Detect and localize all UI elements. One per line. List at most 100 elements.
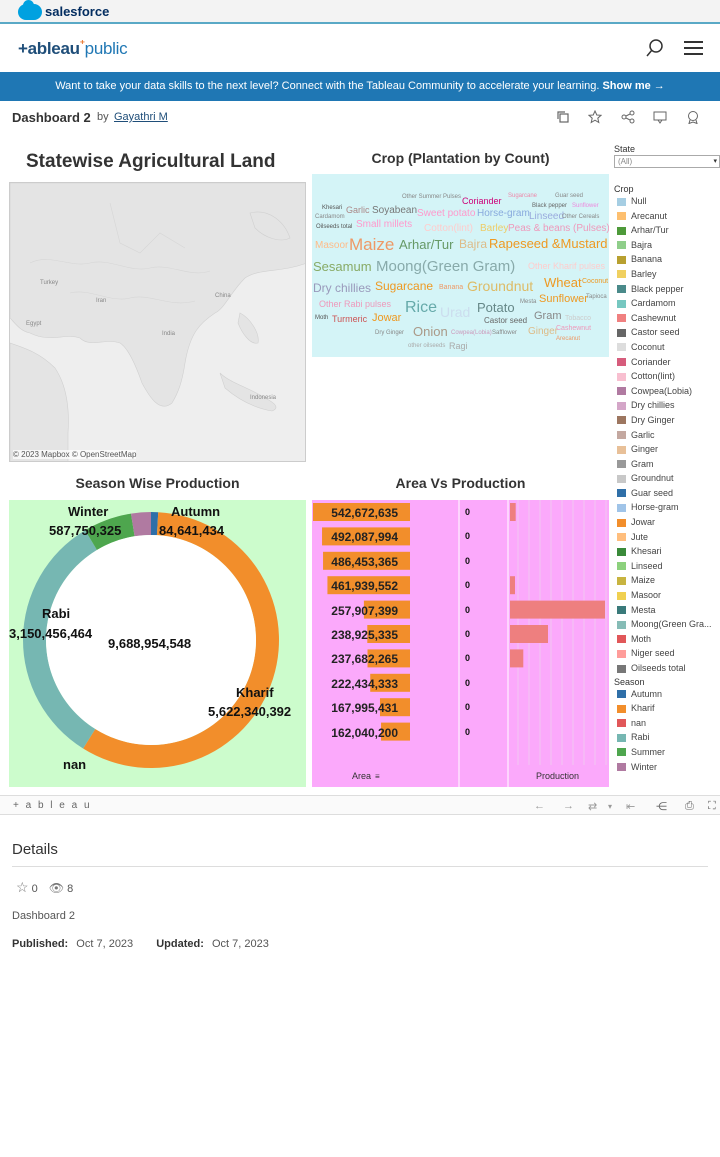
revert-icon[interactable]: ⇄ — [588, 801, 598, 813]
season-legend-item[interactable]: Rabi — [614, 730, 720, 745]
crop-legend-item[interactable]: Coriander — [614, 355, 720, 370]
crop-legend-item[interactable]: Ginger — [614, 442, 720, 457]
season-legend-item[interactable]: Kharif — [614, 701, 720, 716]
word-cloud-term[interactable]: Safflower — [492, 330, 517, 336]
word-cloud-term[interactable]: Cashewnut — [556, 325, 592, 332]
area-bar[interactable] — [379, 698, 410, 717]
crop-legend-item[interactable]: Moth — [614, 632, 720, 647]
crop-legend-item[interactable]: Castor seed — [614, 325, 720, 340]
crop-legend-item[interactable]: Khesari — [614, 544, 720, 559]
word-cloud-term[interactable]: Wheat — [544, 275, 582, 290]
crop-legend-item[interactable]: Cashewnut — [614, 311, 720, 326]
word-cloud-term[interactable]: Linseed — [529, 211, 565, 222]
crop-legend-item[interactable]: Gram — [614, 457, 720, 472]
share-icon[interactable] — [621, 110, 635, 124]
area-bar[interactable] — [313, 503, 410, 521]
season-legend-item[interactable]: Summer — [614, 745, 720, 760]
area-production-panel[interactable]: Area ≡ Production 542,672,635 0 492,087,99… — [312, 500, 609, 787]
word-cloud-term[interactable]: Mesta — [520, 299, 537, 305]
production-bar[interactable] — [510, 576, 515, 595]
season-donut-chart[interactable] — [9, 500, 306, 787]
sort-icon[interactable]: ≡ — [375, 772, 380, 781]
season-legend-item[interactable]: Autumn — [614, 687, 720, 702]
state-map[interactable]: Turkey Iran Egypt China India Indonesia … — [9, 182, 306, 462]
crop-legend-item[interactable]: Coconut — [614, 340, 720, 355]
crop-legend-item[interactable]: Bajra — [614, 238, 720, 253]
crop-legend-item[interactable]: Groundnut — [614, 471, 720, 486]
reset-icon[interactable]: ⇤ — [626, 801, 636, 813]
word-cloud-term[interactable]: Dry Ginger — [375, 330, 405, 336]
crop-legend-item[interactable]: Maize — [614, 573, 720, 588]
word-cloud-term[interactable]: Cowpea(Lobia) — [451, 330, 492, 336]
toolbar-share-icon[interactable]: ⋲ — [656, 801, 667, 813]
word-cloud-term[interactable]: other oilseeds — [408, 343, 446, 349]
area-bar[interactable] — [367, 649, 410, 668]
donut-slice-summer[interactable] — [130, 512, 151, 537]
crop-legend-item[interactable]: Niger seed — [614, 646, 720, 661]
word-cloud-term[interactable]: Banana — [439, 284, 464, 291]
hamburger-menu-icon[interactable] — [684, 41, 703, 56]
crop-legend-item[interactable]: Jute — [614, 530, 720, 545]
word-cloud-term[interactable]: Ginger — [528, 326, 559, 337]
season-legend-item[interactable]: Winter — [614, 760, 720, 775]
crop-legend-item[interactable]: Garlic — [614, 428, 720, 443]
word-cloud-term[interactable]: Other Rabi pulses — [319, 299, 392, 309]
production-bar[interactable] — [510, 600, 605, 619]
area-bar[interactable] — [367, 625, 410, 643]
word-cloud-term[interactable]: Jowar — [372, 312, 402, 324]
word-cloud-term[interactable]: Arecanut — [556, 336, 581, 342]
author-link[interactable]: Gayathri M — [114, 111, 168, 123]
toolbar-download-icon[interactable]: ⎙ — [685, 800, 694, 812]
donut-slice-rabi[interactable] — [22, 530, 97, 749]
word-cloud-term[interactable]: Barley — [480, 223, 509, 234]
word-cloud-term[interactable]: Dry chillies — [313, 281, 372, 295]
word-cloud-term[interactable]: Moth — [315, 315, 329, 321]
state-filter-dropdown[interactable]: (All) ▾ — [614, 155, 720, 168]
fullscreen-icon[interactable]: ⛶ — [708, 800, 716, 812]
word-cloud-term[interactable]: Oilseeds total — [316, 224, 353, 230]
word-cloud-term[interactable]: Bajra — [459, 237, 488, 251]
crop-legend-item[interactable]: Banana — [614, 252, 720, 267]
tableau-public-logo[interactable]: +ableau⁺public — [18, 39, 128, 59]
crop-legend-item[interactable]: Black pepper — [614, 282, 720, 297]
word-cloud-term[interactable]: Other Summer Pulses — [402, 194, 462, 200]
area-bar[interactable] — [323, 551, 410, 570]
crop-legend-item[interactable]: Dry chillies — [614, 398, 720, 413]
word-cloud-term[interactable]: Rice — [405, 299, 438, 316]
crop-legend-item[interactable]: Cardamom — [614, 296, 720, 311]
word-cloud-term[interactable]: Other Cereals — [562, 214, 600, 220]
word-cloud-term[interactable]: Castor seed — [484, 316, 528, 325]
word-cloud-term[interactable]: Onion — [413, 324, 448, 339]
word-cloud-term[interactable]: Coriander — [462, 196, 502, 206]
crop-legend-item[interactable]: Null — [614, 194, 720, 209]
crop-legend-item[interactable]: Jowar — [614, 515, 720, 530]
word-cloud-term[interactable]: Coconut — [582, 278, 609, 285]
area-bar[interactable] — [363, 600, 410, 619]
word-cloud-term[interactable]: Khesari — [322, 205, 343, 211]
word-cloud-term[interactable]: Moong(Green Gram) — [376, 258, 516, 275]
donut-slice-kharif[interactable] — [83, 512, 279, 768]
word-cloud-term[interactable]: Sunflower — [572, 203, 599, 209]
word-cloud-term[interactable]: Arhar/Tur — [399, 237, 454, 252]
area-production-chart[interactable] — [312, 500, 609, 787]
word-cloud-term[interactable]: Tobacco — [565, 315, 592, 322]
word-cloud-term[interactable]: Cardamom — [315, 214, 345, 220]
word-cloud-term[interactable]: Potato — [477, 300, 515, 315]
undo-icon[interactable]: ← — [534, 800, 545, 812]
area-bar[interactable] — [327, 576, 410, 595]
production-bar[interactable] — [510, 503, 516, 521]
word-cloud-term[interactable]: Sugarcane — [375, 279, 434, 293]
word-cloud-term[interactable]: Sweet potato — [417, 208, 476, 219]
crop-legend-item[interactable]: Mesta — [614, 603, 720, 618]
word-cloud-term[interactable]: Garlic — [346, 205, 370, 215]
word-cloud-term[interactable]: Ragi — [449, 341, 468, 351]
word-cloud-term[interactable]: Guar seed — [555, 193, 584, 199]
crop-legend-item[interactable]: Arhar/Tur — [614, 223, 720, 238]
banner-show-me-link[interactable]: Show me → — [602, 80, 665, 92]
copy-icon[interactable] — [556, 110, 570, 124]
area-bar[interactable] — [370, 673, 410, 692]
production-bar[interactable] — [510, 625, 548, 643]
word-cloud-term[interactable]: Urad — [440, 304, 471, 320]
word-cloud-term[interactable]: Gram — [534, 310, 562, 322]
area-bar[interactable] — [381, 722, 410, 741]
